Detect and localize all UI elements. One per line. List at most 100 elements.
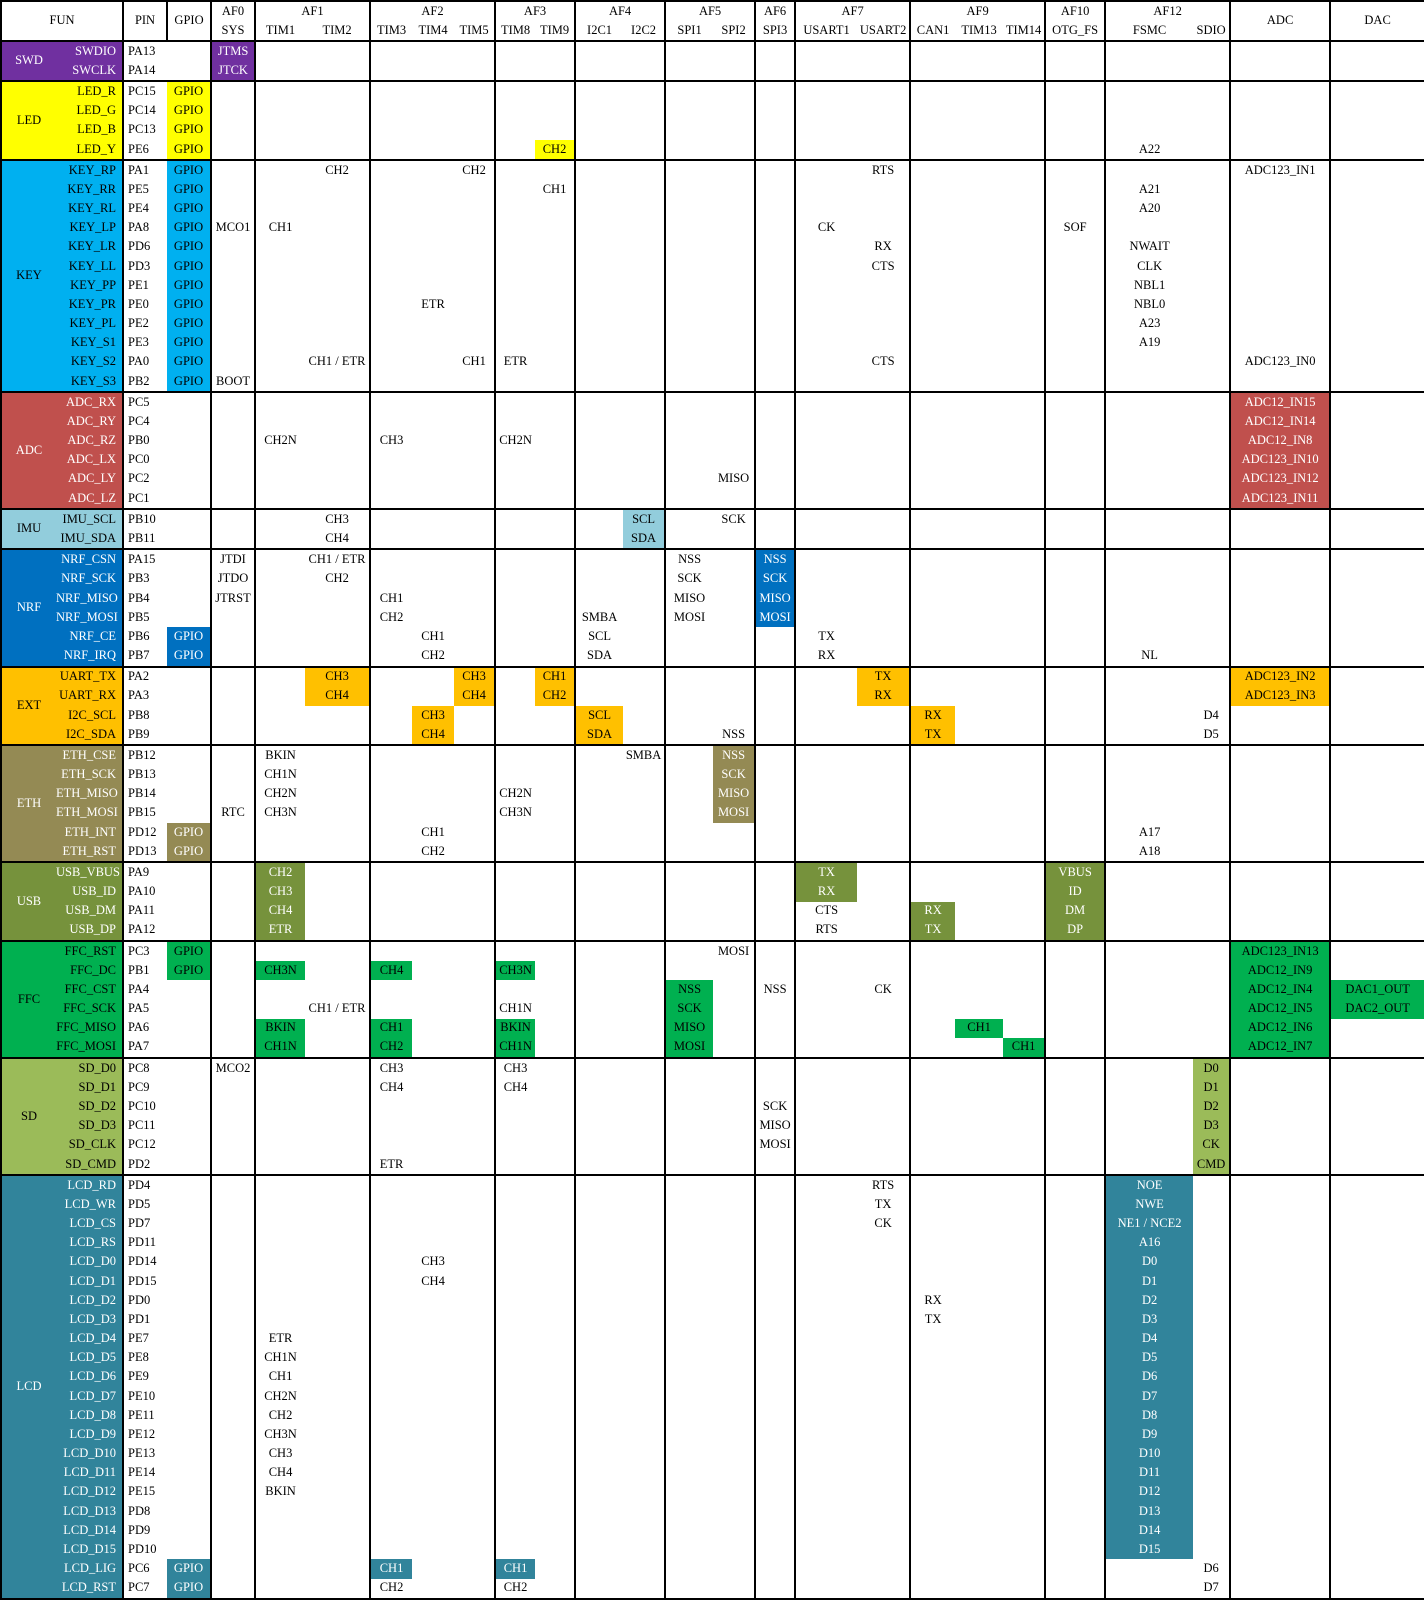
cell-sdio bbox=[1193, 1464, 1230, 1483]
cell-gpio bbox=[167, 765, 211, 784]
cell-fsmc bbox=[1104, 80, 1194, 102]
cell-otg bbox=[1044, 199, 1106, 219]
cell-tim2 bbox=[305, 1214, 370, 1233]
cell-tim4 bbox=[412, 391, 455, 413]
group-label: EXT bbox=[1, 665, 56, 746]
cell-adc: ADC123_IN10 bbox=[1229, 450, 1331, 470]
cell-i2c1 bbox=[574, 469, 624, 489]
cell-otg bbox=[1044, 1018, 1106, 1038]
cell-tim3 bbox=[369, 391, 413, 413]
cell-tim8 bbox=[494, 1135, 536, 1155]
cell-usart2 bbox=[857, 725, 910, 745]
cell-af0 bbox=[210, 646, 256, 667]
cell-sdio: D5 bbox=[1203, 726, 1219, 741]
pin-number: PA13 bbox=[122, 39, 168, 62]
cell-tim13 bbox=[955, 39, 1004, 62]
cell-tim4: CH1 bbox=[421, 824, 445, 839]
cell-sdio bbox=[1193, 257, 1230, 276]
cell-i2c2 bbox=[623, 39, 666, 62]
cell-spi2: NSS bbox=[713, 744, 756, 766]
cell-spi1 bbox=[664, 469, 714, 489]
cell-fsmc: NWE bbox=[1104, 1195, 1194, 1215]
cell-can1 bbox=[909, 939, 956, 962]
cell-gpio bbox=[167, 431, 211, 450]
signal-name: ETH_MISO bbox=[56, 784, 124, 804]
cell-tim5 bbox=[454, 608, 495, 627]
cell-tim1 bbox=[254, 939, 306, 962]
cell-af0 bbox=[210, 352, 256, 372]
cell-i2c2 bbox=[623, 646, 665, 666]
cell-tim13: CH1 bbox=[955, 1018, 1004, 1038]
cell-fsmc: D9 bbox=[1104, 1425, 1194, 1445]
cell-adc: ADC12_IN15 bbox=[1229, 391, 1331, 413]
cell-tim9 bbox=[535, 121, 575, 140]
signal-name: ADC_RX bbox=[56, 391, 124, 413]
cell-tim5: CH1 bbox=[462, 354, 486, 369]
pin-row: LCD_D7 PE10 CH2N D7 bbox=[1, 1386, 1424, 1407]
cell-i2c1 bbox=[574, 1037, 624, 1058]
cell-sdio bbox=[1193, 1038, 1230, 1058]
cell-gpio bbox=[167, 470, 211, 489]
cell-tim13 bbox=[955, 1387, 1003, 1406]
cell-spi2 bbox=[713, 589, 755, 608]
cell-gpio bbox=[167, 1483, 211, 1502]
cell-gpio: GPIO bbox=[167, 276, 212, 296]
cell-gpio bbox=[167, 1368, 211, 1387]
cell-sdio: D0 bbox=[1193, 1056, 1231, 1079]
cell-i2c1 bbox=[574, 1540, 624, 1560]
cell-tim1 bbox=[254, 412, 306, 432]
cell-tim3 bbox=[369, 508, 413, 530]
signal-name: KEY_RP bbox=[56, 159, 124, 181]
cell-can1: RX bbox=[909, 1291, 956, 1311]
cell-tim2 bbox=[305, 314, 370, 333]
cell-af0 bbox=[210, 1037, 256, 1058]
cell-af0: BOOT bbox=[210, 371, 256, 393]
cell-gpio bbox=[167, 1038, 211, 1058]
cell-fsmc: A20 bbox=[1104, 199, 1194, 219]
cell-tim4 bbox=[412, 804, 454, 823]
cell-i2c2 bbox=[623, 980, 665, 999]
cell-tim14 bbox=[1003, 570, 1045, 589]
cell-tim4 bbox=[412, 372, 454, 392]
cell-tim3: CH3 bbox=[369, 1056, 413, 1079]
cell-otg bbox=[1044, 80, 1106, 102]
cell-tim14 bbox=[1003, 608, 1045, 627]
cell-tim1: CH3N bbox=[254, 1425, 306, 1445]
cell-spi2 bbox=[713, 861, 756, 883]
cell-tim14 bbox=[1003, 1406, 1045, 1425]
pin-row: ADC_RY PC4 ADC12_IN14 bbox=[1, 412, 1424, 432]
cell-spi3 bbox=[754, 861, 796, 883]
cell-can1 bbox=[909, 469, 956, 489]
signal-name: KEY_PL bbox=[56, 314, 124, 334]
cell-tim8: CH4 bbox=[494, 1078, 536, 1098]
cell-tim14 bbox=[1003, 1425, 1045, 1444]
cell-spi2 bbox=[713, 529, 755, 549]
cell-i2c2 bbox=[623, 961, 665, 980]
cell-tim13 bbox=[955, 102, 1003, 121]
cell-tim9 bbox=[535, 219, 575, 238]
cell-tim3 bbox=[369, 333, 413, 353]
cell-fsmc bbox=[1104, 980, 1194, 1000]
cell-gpio: GPIO bbox=[167, 256, 212, 277]
cell-i2c1 bbox=[574, 450, 624, 470]
cell-tim2 bbox=[305, 276, 370, 295]
cell-spi2: SCK bbox=[713, 508, 756, 530]
cell-tim3 bbox=[369, 744, 413, 766]
cell-tim4 bbox=[412, 589, 454, 608]
cell-tim1 bbox=[254, 276, 306, 296]
cell-adc bbox=[1229, 842, 1331, 863]
cell-tim13 bbox=[955, 180, 1003, 199]
pin-number: PE2 bbox=[122, 314, 168, 334]
cell-tim14 bbox=[1003, 489, 1045, 509]
cell-fsmc: D2 bbox=[1104, 1291, 1194, 1311]
cell-can1 bbox=[909, 1116, 956, 1136]
cell-dac: DAC1_OUT bbox=[1329, 980, 1424, 1000]
cell-can1 bbox=[909, 508, 956, 530]
cell-tim2 bbox=[305, 1310, 370, 1329]
signal-name: ETH_INT bbox=[56, 822, 124, 843]
cell-tim14 bbox=[1003, 1291, 1045, 1310]
cell-adc bbox=[1229, 784, 1331, 804]
cell-gpio bbox=[167, 1349, 211, 1368]
cell-af0 bbox=[210, 744, 256, 766]
header-can1: CAN1 bbox=[909, 21, 956, 41]
